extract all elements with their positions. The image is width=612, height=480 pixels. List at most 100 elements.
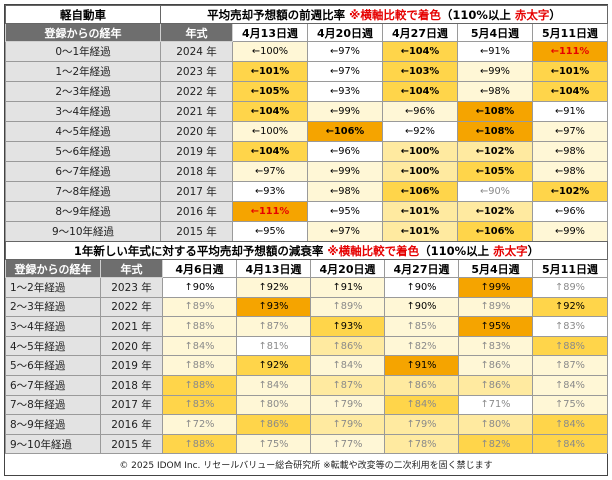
value-cell: ↑91% [310,277,385,298]
week-header: 5月11日週 [532,259,608,278]
row-age-label: 4～5年経過 [5,335,101,357]
table-row: 9～10年経過 2015 年 ↑88% ↑75% ↑77% ↑78% ↑82% ↑84% [5,433,608,455]
week-header: 4月6日週 [162,259,237,278]
row-age-label: 3～4年経過 [5,316,101,337]
week-header: 4月20日週 [307,23,383,42]
row-age-label: 5～6年経過 [5,355,101,376]
value-cell: ←100% [232,41,308,62]
value-cell: ↑86% [384,374,459,396]
value-cell: ←97% [307,61,383,82]
value-cell: ↑92% [532,296,608,318]
table-row: 2～3年経過 2022 年 ←105% ←93% ←104% ←98% ←104% [5,81,608,102]
row-age-label: 6～7年経過 [5,161,161,182]
row-year-label: 2017 年 [100,394,163,416]
value-cell: ↑88% [162,374,237,396]
col-age-header: 登録からの経年 [5,23,161,42]
value-cell: ↑90% [162,277,237,298]
value-cell: ←97% [532,121,608,142]
row-age-label: 4～5年経過 [5,121,161,142]
value-cell: ←101% [532,61,608,82]
value-cell: ↑92% [236,355,311,376]
value-cell: ↑99% [458,277,533,298]
row-year-label: 2015 年 [100,433,163,455]
row-age-label: 9～10年経過 [5,433,101,455]
value-cell: ←108% [457,121,533,142]
value-cell: ↑86% [458,355,533,376]
value-cell: ↑78% [384,433,459,455]
value-cell: ↑82% [384,335,459,357]
value-cell: ↑79% [384,414,459,435]
row-age-label: 9～10年経過 [5,221,161,242]
value-cell: ←100% [382,141,458,162]
row-year-label: 2020 年 [100,335,163,357]
value-cell: ←93% [307,81,383,102]
value-cell: ←106% [457,221,533,242]
value-cell: ↑84% [532,374,608,396]
row-year-label: 2022 年 [100,296,163,318]
row-year-label: 2016 年 [100,414,163,435]
value-cell: ←91% [532,101,608,122]
value-cell: ↑90% [384,296,459,318]
value-cell: ←104% [232,141,308,162]
table-row: 3～4年経過 2021 年 ←104% ←99% ←96% ←108% ←91% [5,101,608,122]
value-cell: ←102% [457,201,533,222]
value-cell: ←104% [532,81,608,102]
value-cell: ↑88% [162,355,237,376]
value-cell: ↑89% [458,296,533,318]
table-row: 1～2年経過 2023 年 ←101% ←97% ←103% ←99% ←101% [5,61,608,82]
resale-report-frame: 軽自動車 平均売却予想額の前週比率 ※横軸比較で着色（110%以上 赤太字） 登… [4,4,608,476]
value-cell: ←101% [382,201,458,222]
week-header: 4月13日週 [236,259,311,278]
value-cell: ↑75% [236,433,311,455]
value-cell: ↑80% [458,414,533,435]
value-cell: ↑83% [162,394,237,416]
row-year-label: 2021 年 [160,101,233,122]
table1-title-note: ※横軸比較で着色 [349,7,441,22]
value-cell: ↑90% [384,277,459,298]
table1-title-close: ） [549,7,561,22]
value-cell: ←98% [532,161,608,182]
table-row: 7～8年経過 2017 年 ←93% ←98% ←106% ←90% ←102% [5,181,608,202]
value-cell: ↑80% [236,394,311,416]
row-age-label: 3～4年経過 [5,101,161,122]
value-cell: ↑92% [236,277,311,298]
week-header: 4月20日週 [310,259,385,278]
value-cell: ↑89% [310,296,385,318]
value-cell: ↑87% [310,374,385,396]
value-cell: ↑75% [532,394,608,416]
value-cell: ←99% [307,161,383,182]
value-cell: ↑82% [458,433,533,455]
table2-title-close: ） [527,243,540,258]
col-year-header: 年式 [100,259,163,278]
depreciation-table: 1年新しい年式に対する平均売却予想額の減衰率 ※横軸比較で着色（110%以上 赤… [5,241,608,455]
row-year-label: 2023 年 [100,277,163,298]
value-cell: ←95% [307,201,383,222]
table-row: 1～2年経過 2023 年 ↑90% ↑92% ↑91% ↑90% ↑99% ↑89% [5,277,608,298]
row-year-label: 2018 年 [160,161,233,182]
value-cell: ←90% [457,181,533,202]
value-cell: ←98% [307,181,383,202]
table-row: 6～7年経過 2018 年 ↑88% ↑84% ↑87% ↑86% ↑86% ↑84% [5,374,608,396]
value-cell: ←93% [232,181,308,202]
value-cell: ←96% [307,141,383,162]
value-cell: ↑89% [532,277,608,298]
row-age-label: 1～2年経過 [5,61,161,82]
row-age-label: 5～6年経過 [5,141,161,162]
value-cell: ↑93% [310,316,385,337]
value-cell: ←102% [532,181,608,202]
value-cell: ←111% [232,201,308,222]
value-cell: ←101% [382,221,458,242]
row-age-label: 6～7年経過 [5,374,101,396]
value-cell: ↑89% [162,296,237,318]
value-cell: ↑84% [162,335,237,357]
row-age-label: 8～9年経過 [5,201,161,222]
value-cell: ←97% [232,161,308,182]
value-cell: ←106% [382,181,458,202]
table-row: 5～6年経過 2019 年 ←104% ←96% ←100% ←102% ←98% [5,141,608,162]
table2-title-rule-red: 赤太字 [493,243,528,258]
row-year-label: 2017 年 [160,181,233,202]
value-cell: ↑91% [384,355,459,376]
value-cell: ↑81% [236,335,311,357]
value-cell: ←97% [307,41,383,62]
value-cell: ←104% [382,41,458,62]
